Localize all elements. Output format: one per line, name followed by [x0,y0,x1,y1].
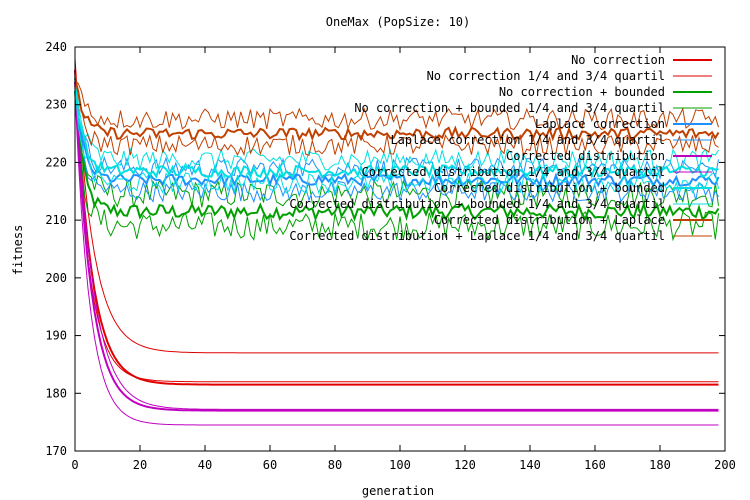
tick-layer: 0 20 40 60 80 100 120 140 160 180 200 170 180 190 200 2… [45,40,736,472]
series-layer [74,58,720,426]
x-tick-label: 120 [454,458,476,472]
legend-label: Laplace correction [535,117,665,131]
series-line-2 [74,81,719,383]
legend-label: No correction 1/4 and 3/4 quartil [427,69,665,83]
x-tick-label: 140 [519,458,541,472]
series-line-16 [74,79,719,132]
series-line-11 [74,93,719,426]
x-tick-label: 20 [133,458,147,472]
x-tick-label: 0 [71,458,78,472]
y-tick-label: 200 [45,271,67,285]
x-tick-label: 80 [328,458,342,472]
chart-title: OneMax (PopSize: 10) [326,15,471,29]
series-line-1 [74,58,719,354]
y-tick-label: 180 [45,386,67,400]
legend-label: No correction [571,53,665,67]
y-tick-label: 190 [45,329,67,343]
y-tick-label: 230 [45,98,67,112]
legend-label: Corrected distribution + Laplace 1/4 and… [289,229,665,243]
x-tick-label: 180 [649,458,671,472]
y-tick-label: 170 [45,444,67,458]
legend: No correction No correction 1/4 and 3/4 q… [289,53,712,243]
legend-label: Corrected distribution [506,149,665,163]
y-axis-label: fitness [11,225,25,276]
legend-label: Corrected distribution + Laplace [434,213,665,227]
x-tick-label: 60 [263,458,277,472]
series-line-6 [74,91,720,188]
legend-label: Corrected distribution + bounded [434,181,665,195]
legend-label: Corrected distribution 1/4 and 3/4 quart… [362,165,665,179]
legend-label: Corrected distribution + bounded 1/4 and… [289,197,665,211]
series-line-15 [74,77,720,142]
y-tick-label: 220 [45,155,67,169]
legend-label: No correction + bounded [499,85,665,99]
series-line-0 [74,70,719,386]
series-line-10 [74,70,719,410]
series-line-9 [74,81,719,412]
x-tick-label: 200 [714,458,736,472]
series-line-8 [74,96,719,204]
legend-label: Laplace correction 1/4 and 3/4 quartil [390,133,665,147]
y-tick-label: 210 [45,213,67,227]
series-line-17 [74,77,719,157]
series-line-4 [74,83,719,210]
x-axis-label: generation [362,484,434,498]
x-tick-label: 160 [584,458,606,472]
series-line-3 [74,90,720,222]
series-line-5 [74,98,719,242]
y-tick-label: 240 [45,40,67,54]
series-line-13 [74,72,719,172]
x-tick-label: 40 [198,458,212,472]
series-line-14 [74,84,719,195]
x-tick-label: 100 [389,458,411,472]
legend-label: No correction + bounded 1/4 and 3/4 quar… [354,101,665,115]
